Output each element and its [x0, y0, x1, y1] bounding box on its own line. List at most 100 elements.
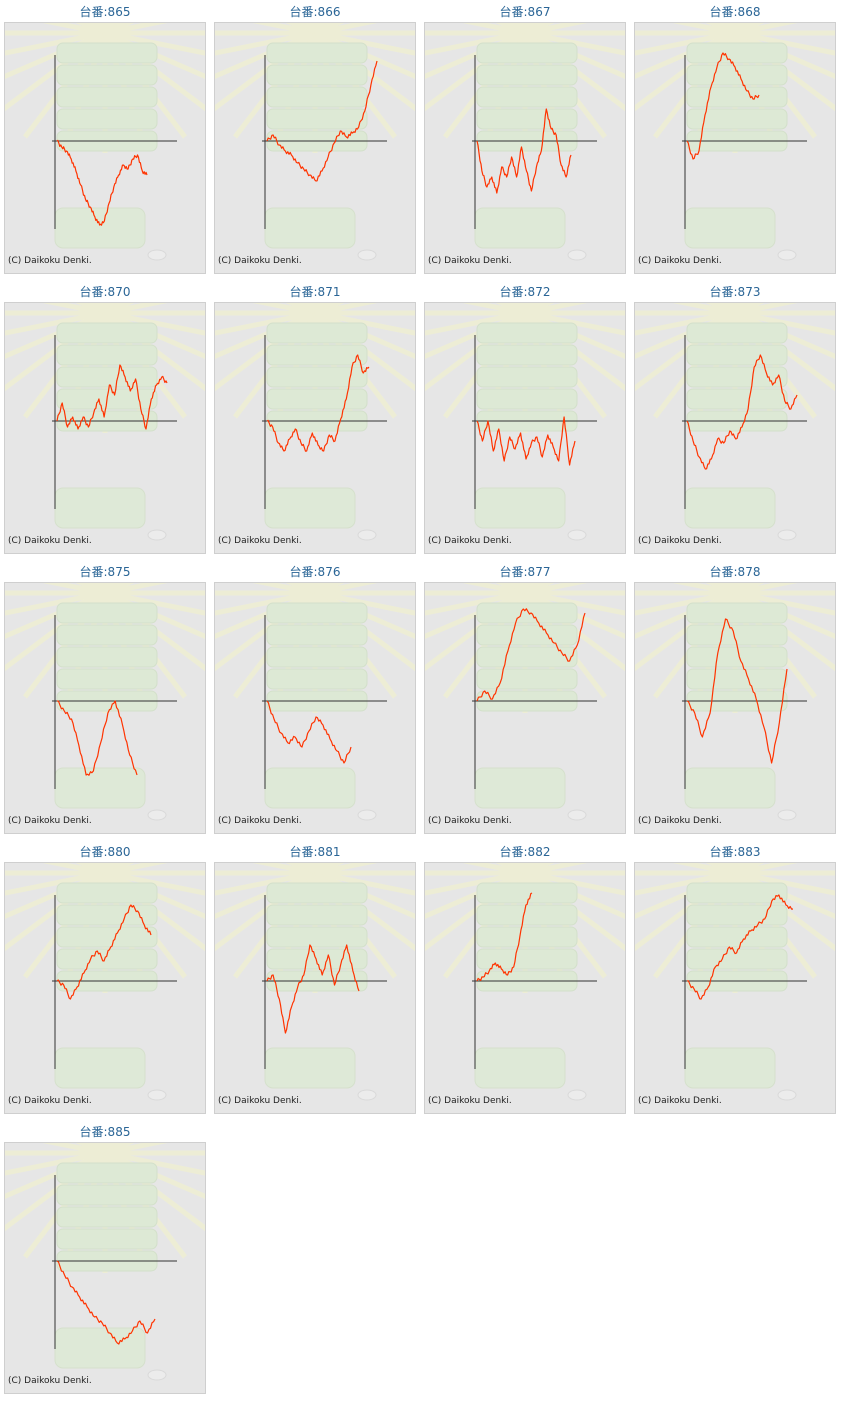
- chart-title[interactable]: 台番:875: [79, 565, 131, 579]
- sunburst-ray: [524, 583, 588, 596]
- tray-shape: [476, 64, 578, 86]
- chart-cell: 台番:882 (C) Daikoku Denki.: [422, 840, 628, 1116]
- tray-shape: [56, 64, 158, 86]
- tray-shape: [266, 64, 368, 86]
- tray-shape: [686, 668, 788, 690]
- tray-shape: [684, 1047, 776, 1089]
- sunburst-ray: [104, 590, 205, 616]
- coin-shape: [147, 1089, 167, 1101]
- coin-shape: [777, 249, 797, 261]
- tray-shape: [686, 322, 788, 344]
- chart-title[interactable]: 台番:885: [79, 1125, 131, 1139]
- chart-title[interactable]: 台番:880: [79, 845, 131, 859]
- coin-shape: [357, 1089, 377, 1101]
- chart-cell: 台番:875 (C) Daikoku Denki.: [2, 560, 208, 836]
- chart-cell: 台番:881 (C) Daikoku Denki.: [212, 840, 418, 1116]
- sunburst-ray: [314, 303, 378, 316]
- sunburst-ray: [42, 863, 106, 876]
- tray-shape: [56, 904, 158, 926]
- sunburst-ray: [524, 590, 625, 616]
- chart-panel: (C) Daikoku Denki.: [634, 302, 836, 554]
- background-illustration: [5, 1143, 205, 1381]
- coin-shape: [147, 529, 167, 541]
- tray-shape: [686, 904, 788, 926]
- sunburst-ray: [252, 583, 316, 596]
- series-line: [476, 892, 533, 982]
- sunburst-ray: [5, 1150, 106, 1176]
- tray-shape: [266, 366, 368, 388]
- tray-shape: [476, 602, 578, 624]
- series-line: [686, 894, 794, 1000]
- tray-shape: [476, 948, 578, 970]
- tray-shape: [476, 86, 578, 108]
- sunburst-ray: [5, 30, 106, 56]
- sunburst-ray: [314, 863, 378, 876]
- sunburst-ray: [42, 583, 106, 596]
- sunburst-ray: [425, 30, 526, 56]
- chart-panel: (C) Daikoku Denki.: [4, 862, 206, 1114]
- tray-shape: [56, 882, 158, 904]
- tray-shape: [476, 322, 578, 344]
- tray-shape: [476, 646, 578, 668]
- copyright-text: (C) Daikoku Denki.: [218, 1096, 302, 1106]
- copyright-text: (C) Daikoku Denki.: [428, 536, 512, 546]
- tray-shape: [684, 487, 776, 529]
- sunburst-ray: [314, 310, 415, 336]
- tray-shape: [474, 767, 566, 809]
- chart-panel: (C) Daikoku Denki.: [424, 582, 626, 834]
- sunburst-ray: [314, 870, 415, 896]
- chart-cell: 台番:885 (C) Daikoku Denki.: [2, 1120, 208, 1396]
- tray-shape: [266, 948, 368, 970]
- chart-svg: [215, 23, 415, 261]
- copyright-text: (C) Daikoku Denki.: [428, 1096, 512, 1106]
- coin-shape: [777, 529, 797, 541]
- series-line: [56, 1260, 156, 1345]
- tray-shape: [56, 1228, 158, 1250]
- chart-title[interactable]: 台番:870: [79, 285, 131, 299]
- chart-title[interactable]: 台番:868: [709, 5, 761, 19]
- sunburst-ray: [524, 310, 625, 336]
- sunburst-ray: [734, 870, 835, 896]
- series-line: [56, 904, 152, 1000]
- chart-cell: 台番:883 (C) Daikoku Denki.: [632, 840, 838, 1116]
- chart-svg: [425, 303, 625, 541]
- copyright-text: (C) Daikoku Denki.: [428, 816, 512, 826]
- chart-title[interactable]: 台番:883: [709, 845, 761, 859]
- sunburst-ray: [5, 870, 106, 896]
- sunburst-ray: [425, 870, 526, 896]
- chart-cell: 台番:877 (C) Daikoku Denki.: [422, 560, 628, 836]
- series-line: [686, 354, 798, 470]
- chart-title[interactable]: 台番:876: [289, 565, 341, 579]
- tray-shape: [476, 926, 578, 948]
- tray-shape: [686, 624, 788, 646]
- chart-title[interactable]: 台番:882: [499, 845, 551, 859]
- chart-title[interactable]: 台番:878: [709, 565, 761, 579]
- chart-title[interactable]: 台番:877: [499, 565, 551, 579]
- sunburst-ray: [462, 303, 526, 316]
- sunburst-ray: [524, 23, 588, 36]
- tray-shape: [684, 767, 776, 809]
- tray-shape: [476, 344, 578, 366]
- tray-shape: [686, 344, 788, 366]
- copyright-text: (C) Daikoku Denki.: [218, 256, 302, 266]
- background-illustration: [5, 583, 205, 821]
- chart-title[interactable]: 台番:865: [79, 5, 131, 19]
- chart-svg: [5, 863, 205, 1101]
- chart-svg: [425, 583, 625, 821]
- chart-title[interactable]: 台番:873: [709, 285, 761, 299]
- chart-title[interactable]: 台番:881: [289, 845, 341, 859]
- tray-shape: [686, 882, 788, 904]
- sunburst-ray: [734, 310, 835, 336]
- tray-shape: [56, 42, 158, 64]
- tray-shape: [56, 1184, 158, 1206]
- tray-shape: [266, 926, 368, 948]
- chart-title[interactable]: 台番:866: [289, 5, 341, 19]
- chart-title[interactable]: 台番:867: [499, 5, 551, 19]
- sunburst-ray: [42, 23, 106, 36]
- chart-title[interactable]: 台番:871: [289, 285, 341, 299]
- tray-shape: [476, 668, 578, 690]
- tray-shape: [56, 1162, 158, 1184]
- chart-title[interactable]: 台番:872: [499, 285, 551, 299]
- background-illustration: [5, 23, 205, 261]
- copyright-text: (C) Daikoku Denki.: [218, 536, 302, 546]
